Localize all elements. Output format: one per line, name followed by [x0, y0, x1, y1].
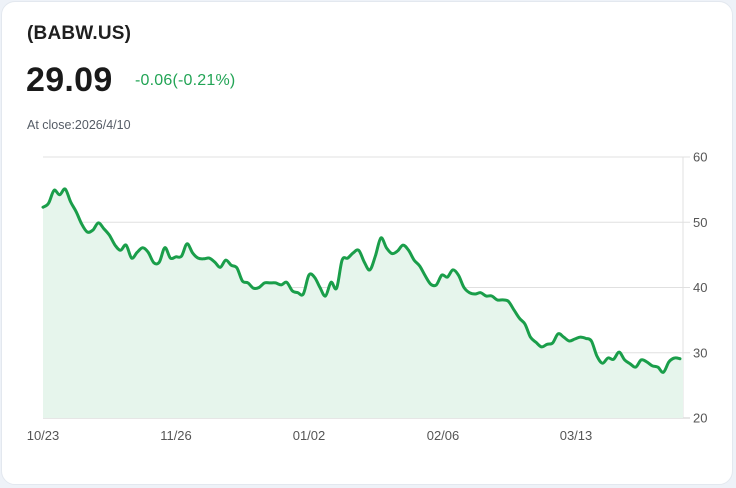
x-tick-label: 03/13 [560, 428, 593, 443]
y-tick-label: 60 [693, 150, 707, 165]
y-axis: 60 50 40 30 20 [693, 150, 707, 426]
x-tick-label: 02/06 [427, 428, 460, 443]
y-tick-label: 40 [693, 280, 707, 295]
y-tick-label: 30 [693, 345, 707, 360]
area-fill [43, 188, 683, 418]
price-change: -0.06(-0.21%) [135, 72, 236, 89]
current-price: 29.09 [26, 61, 113, 99]
price-line [41, 187, 682, 374]
x-tick-label: 10/23 [27, 428, 60, 443]
y-tick-label: 20 [693, 411, 707, 426]
close-date-label: At close:2026/4/10 [27, 118, 131, 132]
y-tick-label: 50 [693, 215, 707, 230]
x-tick-label: 11/26 [160, 428, 192, 443]
x-tick-label: 01/02 [293, 428, 326, 443]
x-axis: 10/23 11/26 01/02 02/06 03/13 [27, 428, 593, 443]
ticker-symbol: (BABW.US) [27, 23, 132, 44]
